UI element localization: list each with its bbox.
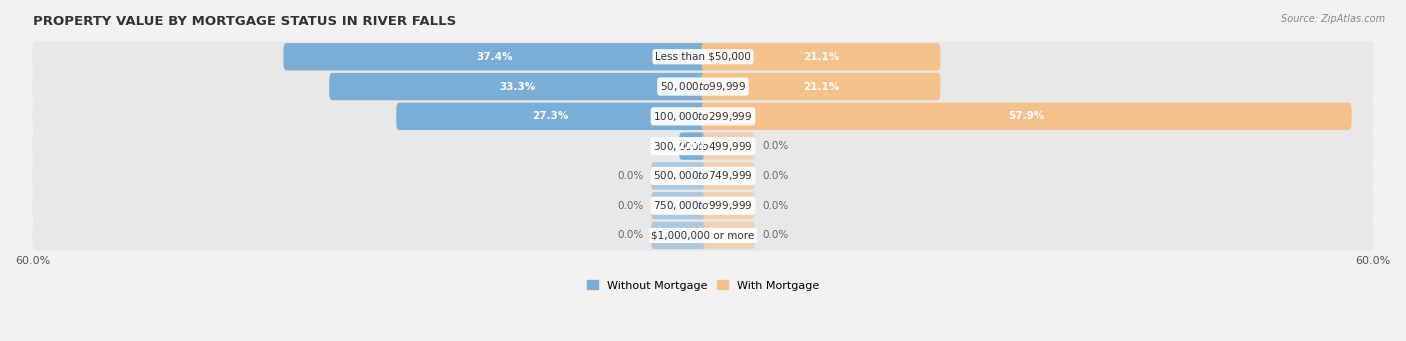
- Text: Source: ZipAtlas.com: Source: ZipAtlas.com: [1281, 14, 1385, 24]
- Text: 0.0%: 0.0%: [617, 201, 644, 211]
- Text: 0.0%: 0.0%: [762, 201, 789, 211]
- FancyBboxPatch shape: [702, 43, 941, 71]
- FancyBboxPatch shape: [651, 162, 704, 190]
- FancyBboxPatch shape: [32, 71, 1374, 102]
- FancyBboxPatch shape: [32, 131, 1374, 161]
- Text: $300,000 to $499,999: $300,000 to $499,999: [654, 139, 752, 153]
- Text: 21.1%: 21.1%: [803, 52, 839, 62]
- Text: 57.9%: 57.9%: [1008, 111, 1045, 121]
- FancyBboxPatch shape: [329, 73, 704, 100]
- FancyBboxPatch shape: [32, 220, 1374, 251]
- FancyBboxPatch shape: [679, 132, 704, 160]
- FancyBboxPatch shape: [702, 192, 755, 219]
- FancyBboxPatch shape: [32, 161, 1374, 191]
- FancyBboxPatch shape: [702, 73, 941, 100]
- Text: $1,000,000 or more: $1,000,000 or more: [651, 231, 755, 240]
- FancyBboxPatch shape: [396, 103, 704, 130]
- Text: 0.0%: 0.0%: [762, 231, 789, 240]
- FancyBboxPatch shape: [651, 192, 704, 219]
- FancyBboxPatch shape: [702, 222, 755, 249]
- Text: 37.4%: 37.4%: [475, 52, 512, 62]
- FancyBboxPatch shape: [702, 103, 1351, 130]
- FancyBboxPatch shape: [702, 132, 755, 160]
- Text: $100,000 to $299,999: $100,000 to $299,999: [654, 110, 752, 123]
- FancyBboxPatch shape: [702, 162, 755, 190]
- Text: $750,000 to $999,999: $750,000 to $999,999: [654, 199, 752, 212]
- FancyBboxPatch shape: [32, 41, 1374, 72]
- Text: PROPERTY VALUE BY MORTGAGE STATUS IN RIVER FALLS: PROPERTY VALUE BY MORTGAGE STATUS IN RIV…: [32, 15, 456, 28]
- Text: 0.0%: 0.0%: [762, 171, 789, 181]
- Text: Less than $50,000: Less than $50,000: [655, 52, 751, 62]
- Text: 21.1%: 21.1%: [803, 81, 839, 91]
- Text: 2.0%: 2.0%: [678, 141, 706, 151]
- FancyBboxPatch shape: [284, 43, 704, 71]
- Text: $50,000 to $99,999: $50,000 to $99,999: [659, 80, 747, 93]
- Text: 0.0%: 0.0%: [617, 171, 644, 181]
- Legend: Without Mortgage, With Mortgage: Without Mortgage, With Mortgage: [582, 276, 824, 295]
- Text: 33.3%: 33.3%: [499, 81, 536, 91]
- Text: 27.3%: 27.3%: [533, 111, 568, 121]
- Text: 0.0%: 0.0%: [617, 231, 644, 240]
- FancyBboxPatch shape: [32, 190, 1374, 221]
- FancyBboxPatch shape: [651, 222, 704, 249]
- FancyBboxPatch shape: [32, 101, 1374, 132]
- Text: 0.0%: 0.0%: [762, 141, 789, 151]
- Text: $500,000 to $749,999: $500,000 to $749,999: [654, 169, 752, 182]
